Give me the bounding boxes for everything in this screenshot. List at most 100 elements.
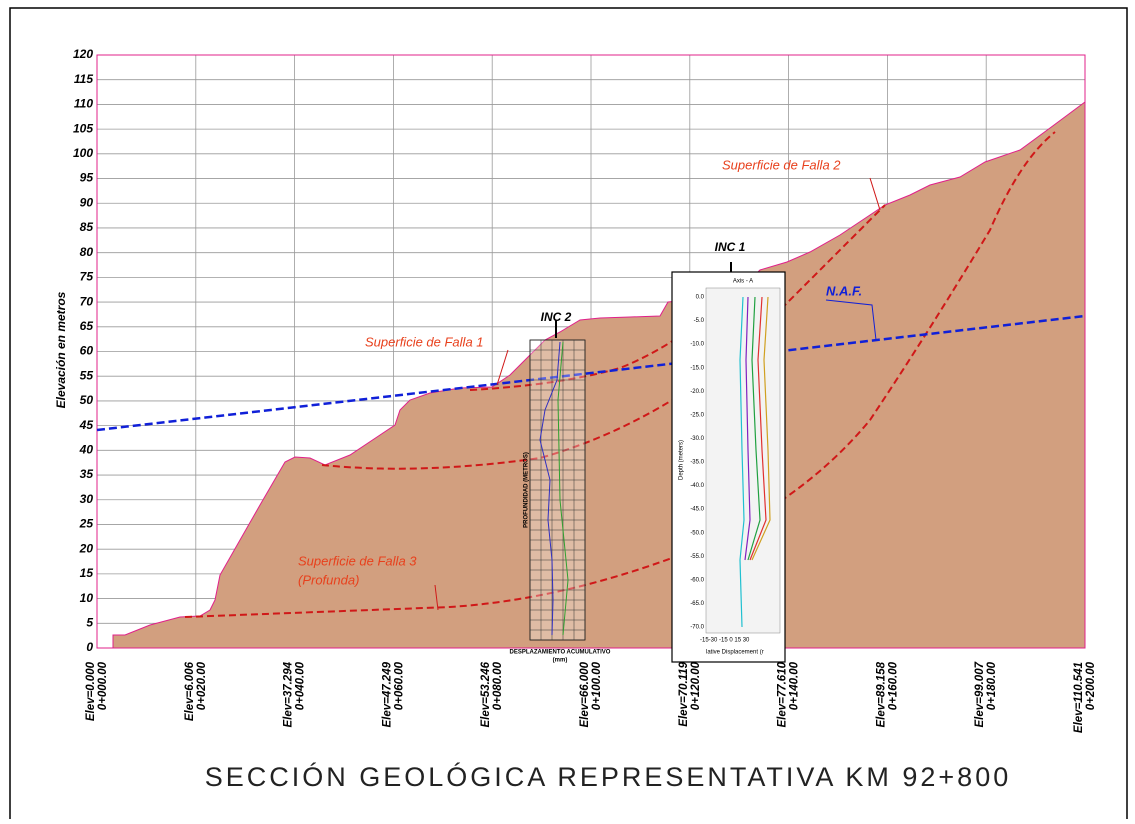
- station-elev: Elev=0.000: [85, 661, 97, 721]
- station-elev: Elev=89.158: [875, 661, 887, 727]
- inc1-ytick-label: -50.0: [690, 530, 704, 536]
- leader: [496, 349, 509, 386]
- inc1-ytick-label: -65.0: [690, 601, 704, 607]
- station-chainage: 0+200.00: [1085, 661, 1097, 710]
- inc1-yticks: 0.0 -5.0 -10.0 -15.0 -20.0 -25.0 -30.0 -35.0 -40…: [690, 295, 704, 631]
- annotation: N.A.F.: [826, 283, 862, 298]
- inc1-xlabel: lative Displacement (r: [706, 650, 764, 656]
- station-elev: Elev=110.541: [1073, 662, 1085, 733]
- y-tick-label: 15: [80, 566, 94, 580]
- inc2-grid: [529, 339, 586, 641]
- station-chainage: 0+040.00: [295, 661, 307, 710]
- y-tick-label: 55: [80, 368, 94, 382]
- inc2-curve: [557, 341, 569, 636]
- station-elev: Elev=77.610: [777, 661, 789, 727]
- inc1-axis: Axis - A: [733, 279, 753, 285]
- inc1-ytick-label: -35.0: [690, 460, 704, 466]
- leader: [869, 177, 881, 211]
- inc2: INC 2 PROFUNDIDAD (METROS) DESPLAZAMIENT…: [510, 310, 611, 663]
- inc1-curve: [744, 296, 751, 561]
- inc1: INC 1 Axis - A Depth (meters) -15-30 -15…: [671, 240, 786, 663]
- inc2-unit: (mm): [553, 658, 568, 664]
- inc1-ytick-label: -25.0: [690, 412, 704, 418]
- y-tick-label: 20: [79, 541, 94, 555]
- y-tick-label: 120: [73, 47, 93, 61]
- inc1-ytick-label: -60.0: [690, 577, 704, 583]
- plot-border: [96, 54, 1086, 649]
- y-tick-label: 40: [79, 443, 94, 457]
- inc2-curve: [539, 341, 561, 636]
- y-tick-label: 50: [80, 393, 94, 407]
- station-elev: Elev=70.119: [678, 661, 690, 726]
- y-tick-label: 110: [74, 97, 93, 111]
- annotation: (Profunda): [298, 572, 359, 587]
- inc1-curves: [739, 296, 771, 628]
- y-tick-label: 100: [73, 146, 93, 160]
- inc1-curve: [739, 296, 745, 628]
- leaders: [434, 177, 881, 611]
- station-chainage: 0+080.00: [492, 661, 504, 710]
- inc1-ytick-label: -70.0: [690, 625, 704, 631]
- y-tick-label: 90: [80, 195, 94, 209]
- y-tick-label: 5: [86, 615, 93, 629]
- inc1-curve: [751, 296, 771, 561]
- fault-3: [184, 131, 1056, 618]
- y-tick-label: 30: [80, 492, 94, 506]
- inc1-curve: [749, 296, 767, 561]
- station-chainage: 0+180.00: [986, 661, 998, 710]
- y-tick-label: 0: [86, 640, 93, 654]
- inc1-ytick-label: -20.0: [690, 389, 704, 395]
- y-tick-label: 25: [79, 517, 94, 531]
- y-tick-label: 70: [80, 294, 94, 308]
- inc1-ytick-label: -5.0: [694, 318, 705, 324]
- terrain: [112, 101, 1086, 649]
- y-tick-label: 95: [80, 171, 94, 185]
- station-chainage: 0+160.00: [887, 661, 899, 710]
- y-tick-label: 85: [80, 220, 94, 234]
- inc1-ylabel: Depth (meters): [679, 440, 685, 480]
- stations: Elev=0.000 0+000.00 Elev=6.006 0+020.00 Elev…: [85, 661, 1097, 733]
- inc1-ytick-label: -55.0: [690, 554, 704, 560]
- inc1-plot: [705, 287, 781, 634]
- inc1-label: INC 1: [715, 240, 746, 254]
- inc1-curve: [747, 296, 761, 561]
- station-chainage: 0+020.00: [196, 661, 208, 710]
- inc1-xticks: -15-30 -15 0 15 30: [700, 638, 750, 644]
- station-elev: Elev=6.006: [184, 661, 196, 721]
- inc1-ytick-label: -10.0: [690, 342, 704, 348]
- y-tick-label: 35: [80, 467, 94, 481]
- fault-2: [321, 204, 886, 470]
- y-tick-label: 65: [80, 319, 94, 333]
- y-tick-label: 10: [80, 591, 94, 605]
- inc2-label: INC 2: [541, 310, 572, 324]
- inc1-ytick-label: -40.0: [690, 483, 704, 489]
- annotation: Superficie de Falla 1: [365, 334, 484, 349]
- station-elev: Elev=53.246: [480, 661, 492, 727]
- annotation: Superficie de Falla 3: [298, 553, 417, 568]
- water-table: [96, 314, 1086, 432]
- inc2-ylabel: PROFUNDIDAD (METROS): [524, 452, 530, 528]
- frame: [9, 7, 1128, 824]
- y-tick-label: 105: [73, 121, 93, 135]
- station-chainage: 0+100.00: [591, 661, 603, 710]
- station-chainage: 0+060.00: [393, 661, 405, 710]
- inc1-ytick-label: -30.0: [690, 436, 704, 442]
- station-elev: Elev=37.294: [283, 661, 295, 727]
- y-tick-label: 115: [74, 72, 93, 86]
- station-chainage: 0+140.00: [789, 661, 801, 710]
- y-tick-label: 75: [80, 270, 94, 284]
- leader: [825, 299, 877, 341]
- station-chainage: 0+120.00: [690, 661, 702, 710]
- station-elev: Elev=47.249: [381, 661, 393, 727]
- annotation: Superficie de Falla 2: [722, 157, 841, 172]
- y-ticks: 0 5 10 15 20 25 30 35 40 45 50 55 60 65 70 75 80 85 90 95 10…: [73, 47, 93, 654]
- station-elev: Elev=99.007: [974, 661, 986, 727]
- station-elev: Elev=66.000: [579, 661, 591, 727]
- inc2-xlabel: DESPLAZAMIENTO ACUMULATIVO: [510, 650, 611, 656]
- y-tick-label: 80: [80, 245, 94, 259]
- inc1-ytick-label: -45.0: [690, 507, 704, 513]
- y-tick-label: 60: [80, 344, 94, 358]
- inc1-ytick-label: -15.0: [690, 365, 704, 371]
